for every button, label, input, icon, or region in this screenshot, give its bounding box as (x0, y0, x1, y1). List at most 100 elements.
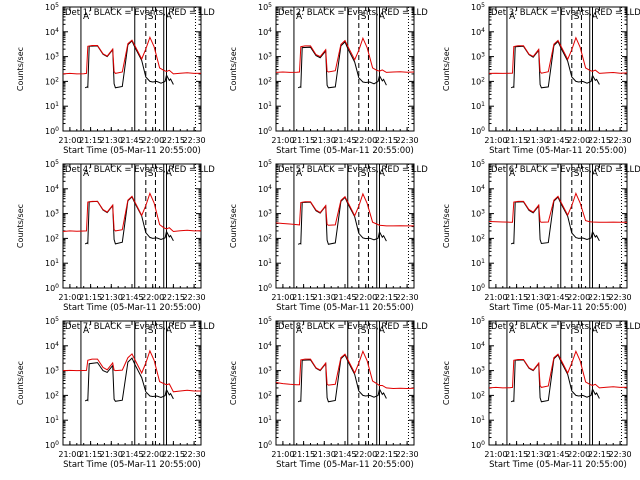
flag-label: A (509, 326, 516, 336)
x-axis-label: Start Time (05-Mar-11 20:55:00) (276, 460, 414, 470)
flag-label: A (379, 326, 386, 336)
y-tick-label: 100 (471, 126, 485, 136)
x-axis-label: Start Time (05-Mar-11 20:55:00) (276, 146, 414, 156)
chart-title: Det 9: BLACK = Events, RED = LLD (491, 322, 640, 332)
y-tick-label: 102 (45, 233, 59, 243)
y-tick-label: 101 (471, 258, 485, 268)
x-tick-label: 21:30 (313, 136, 336, 145)
flag-label: S (148, 169, 154, 179)
x-tick-label: 22:30 (183, 136, 206, 145)
y-tick-label: 103 (471, 366, 485, 376)
x-axis-label: Start Time (05-Mar-11 20:55:00) (63, 303, 201, 313)
flag-label: A (166, 169, 173, 179)
y-tick-label: 105 (471, 2, 485, 12)
y-tick-label: 104 (258, 27, 272, 37)
series-events-line (297, 354, 387, 403)
flag-label: A (592, 12, 599, 22)
y-tick-label: 103 (45, 52, 59, 62)
flag-label: A (166, 12, 173, 22)
flag-label: S (361, 326, 367, 336)
x-tick-label: 22:30 (396, 136, 419, 145)
y-tick-label: 103 (45, 209, 59, 219)
plot-frame (275, 6, 415, 132)
x-tick-label: 22:15 (375, 450, 398, 459)
y-tick-label: 103 (258, 209, 272, 219)
x-tick-label: 22:00 (567, 136, 590, 145)
x-tick-label: 22:15 (162, 293, 185, 302)
y-tick-label: 102 (258, 390, 272, 400)
y-tick-label: 105 (258, 316, 272, 326)
y-tick-label: 102 (45, 76, 59, 86)
x-tick-label: 22:15 (162, 136, 185, 145)
x-tick-label: 21:00 (271, 293, 294, 302)
y-tick-label: 101 (471, 101, 485, 111)
series-events-line (84, 40, 174, 89)
y-tick-label: 104 (45, 341, 59, 351)
y-tick-label: 101 (45, 258, 59, 268)
x-tick-label: 21:30 (526, 450, 549, 459)
x-tick-label: 21:45 (333, 136, 356, 145)
x-tick-label: 22:00 (141, 450, 164, 459)
flag-label: S (574, 169, 580, 179)
y-tick-label: 100 (258, 126, 272, 136)
x-tick-label: 21:45 (120, 293, 143, 302)
chart-title: Det 2: BLACK = Events, RED = LLD (278, 8, 428, 18)
x-tick-label: 21:00 (271, 136, 294, 145)
x-tick-label: 21:15 (79, 136, 102, 145)
series-lld-line (488, 349, 628, 389)
y-tick-label: 102 (258, 233, 272, 243)
y-tick-label: 102 (471, 76, 485, 86)
y-tick-label: 103 (258, 366, 272, 376)
y-tick-label: 101 (258, 101, 272, 111)
y-tick-label: 104 (45, 184, 59, 194)
flag-label: A (296, 12, 303, 22)
x-tick-label: 22:00 (354, 136, 377, 145)
x-tick-label: 21:45 (120, 450, 143, 459)
x-axis-label: Start Time (05-Mar-11 20:55:00) (489, 146, 627, 156)
y-tick-label: 105 (258, 2, 272, 12)
series-lld-line (275, 36, 415, 73)
plot-frame (62, 320, 202, 446)
x-tick-label: 22:00 (567, 293, 590, 302)
plot-frame (62, 163, 202, 289)
flag-label: S (148, 326, 154, 336)
x-axis-label: Start Time (05-Mar-11 20:55:00) (63, 460, 201, 470)
x-tick-label: 21:30 (100, 136, 123, 145)
y-axis-label: Counts/sec (16, 204, 25, 248)
y-tick-label: 105 (45, 2, 59, 12)
y-tick-label: 102 (471, 233, 485, 243)
x-tick-label: 21:30 (313, 293, 336, 302)
x-tick-label: 22:00 (354, 293, 377, 302)
x-tick-label: 22:30 (609, 293, 632, 302)
x-tick-label: 21:45 (546, 293, 569, 302)
flag-label: A (83, 12, 90, 22)
x-axis-label: Start Time (05-Mar-11 20:55:00) (63, 146, 201, 156)
y-tick-label: 101 (45, 101, 59, 111)
x-tick-label: 21:45 (333, 293, 356, 302)
y-tick-label: 104 (258, 341, 272, 351)
x-tick-label: 22:15 (162, 450, 185, 459)
y-tick-label: 100 (45, 283, 59, 293)
y-tick-label: 105 (258, 159, 272, 169)
flag-label: A (509, 169, 516, 179)
x-tick-label: 21:15 (79, 293, 102, 302)
y-tick-label: 101 (45, 415, 59, 425)
y-tick-label: 103 (471, 209, 485, 219)
flag-label: A (509, 12, 516, 22)
flag-label: S (361, 12, 367, 22)
plot-frame (62, 6, 202, 132)
x-tick-label: 22:30 (609, 450, 632, 459)
series-events-line (84, 196, 174, 245)
series-events-line (510, 354, 600, 403)
series-events-line (510, 40, 600, 89)
x-tick-label: 21:00 (58, 136, 81, 145)
x-tick-label: 21:30 (526, 293, 549, 302)
flag-label: A (379, 12, 386, 22)
x-tick-label: 22:15 (588, 450, 611, 459)
x-tick-label: 22:30 (396, 450, 419, 459)
series-events-line (297, 196, 387, 245)
flag-label: A (296, 326, 303, 336)
